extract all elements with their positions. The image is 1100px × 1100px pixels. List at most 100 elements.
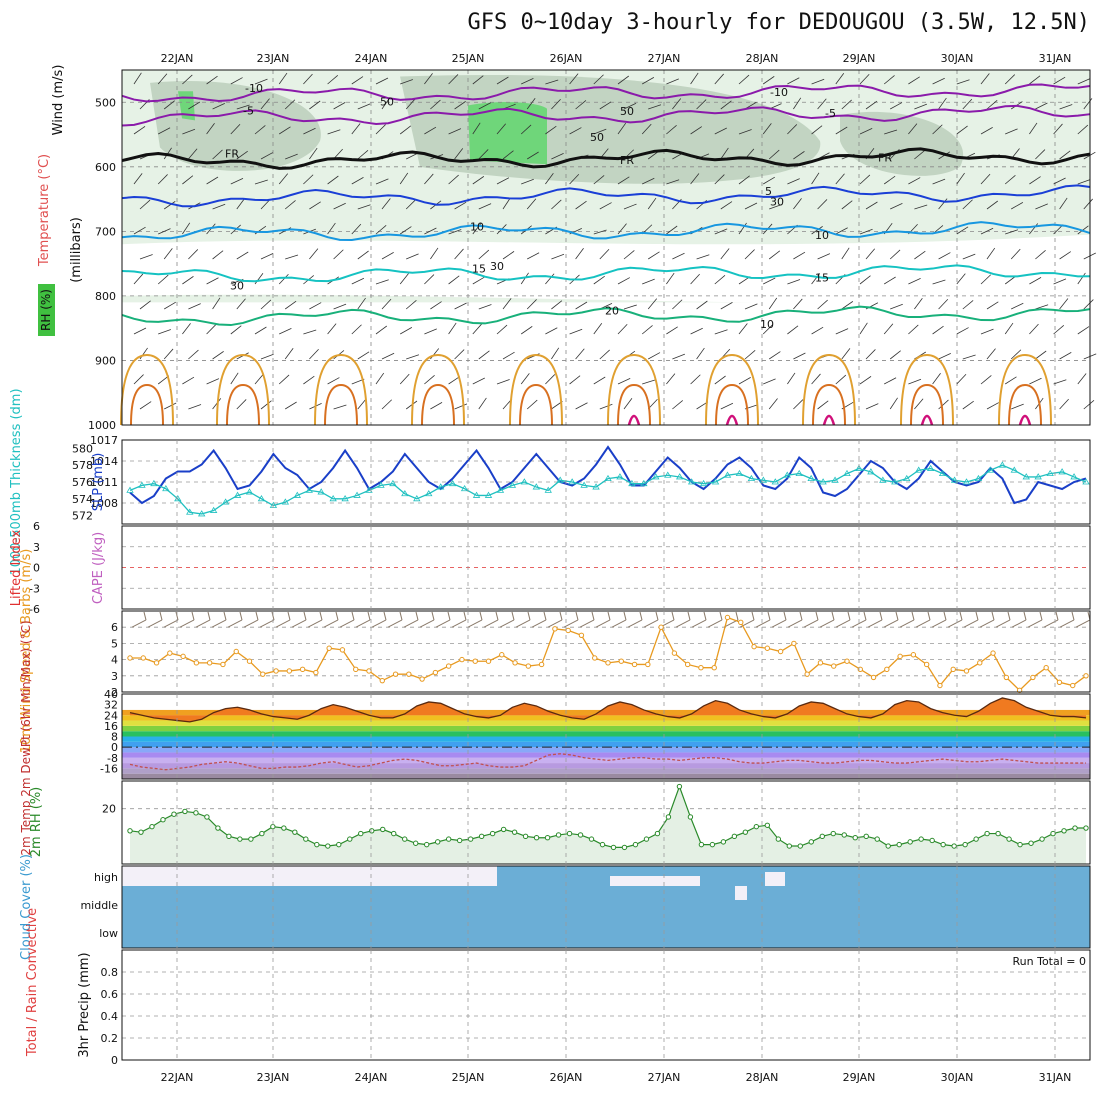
wind-barb <box>424 227 437 235</box>
wind-barb <box>211 619 227 628</box>
wind-barb <box>714 127 727 135</box>
wind-barb <box>243 619 259 628</box>
wind-barb <box>182 276 194 285</box>
wind-barb <box>690 327 703 335</box>
wind-barb <box>454 302 467 310</box>
cloud-clear-high <box>610 876 700 886</box>
thickness-marker <box>508 481 517 488</box>
wind-barb <box>714 375 726 385</box>
wind-barb <box>738 74 750 85</box>
wind-barb <box>327 175 339 185</box>
cape-ylabel-li: Lifted Index <box>9 529 24 606</box>
wind-speed-point <box>392 671 399 677</box>
wind-barb <box>835 619 851 628</box>
wind-barb <box>575 402 588 410</box>
wind-barb <box>399 125 412 135</box>
wind-barb <box>545 374 556 385</box>
cloud-clear-high <box>122 866 497 886</box>
wind-speed-point <box>831 663 837 669</box>
wind-barb <box>254 78 268 85</box>
wind-barb <box>236 197 246 210</box>
wind-barb <box>1059 619 1075 628</box>
wind-barb <box>254 373 265 385</box>
wind-barb <box>260 253 274 260</box>
wind-barb <box>623 250 635 260</box>
wind-barb <box>1059 197 1068 210</box>
temp-contour-label: FR <box>878 152 892 165</box>
cloud-level-label: low <box>99 927 118 940</box>
wind-barb <box>744 303 758 310</box>
thickness-marker <box>174 495 182 502</box>
y-tick-label: 6 <box>33 520 40 533</box>
wind-barb <box>1083 299 1094 310</box>
wind-barb <box>593 322 603 335</box>
wind-barb <box>551 153 564 160</box>
wind-barb <box>278 173 289 185</box>
wind-barb <box>496 379 510 385</box>
precip-ylabel-total: Total / Rain Convective <box>25 908 40 1057</box>
wind-barb <box>188 349 199 360</box>
wind-speed-point <box>299 666 306 673</box>
cloud-level-label: middle <box>80 899 118 912</box>
wind-barb <box>275 619 291 628</box>
wind-barb <box>1029 122 1038 135</box>
wind-barb <box>943 611 947 621</box>
temp-contour-label: -10 <box>245 82 263 95</box>
warm-contour <box>802 353 856 426</box>
rh-point <box>863 833 869 840</box>
y-tick-label-left: 578 <box>72 459 93 472</box>
warm-contour <box>1008 383 1042 426</box>
wind-barb <box>406 354 420 360</box>
wind-barb <box>908 76 920 85</box>
panel-frame <box>121 525 1091 610</box>
wind-barb <box>399 172 409 185</box>
rh-contour-label: 30 <box>770 196 784 209</box>
run-total-label: Run Total = 0 <box>1013 955 1087 968</box>
wind-barb <box>563 619 579 628</box>
wind-barb <box>575 200 587 210</box>
wind-barb <box>738 377 751 385</box>
thickness-marker <box>891 478 899 485</box>
y-tick-label: -3 <box>29 582 40 595</box>
wind-barb <box>551 199 562 210</box>
thickness-marker <box>843 469 851 476</box>
thickness-marker <box>783 471 791 478</box>
wind-barb <box>236 251 249 260</box>
wind-barb <box>714 73 724 85</box>
wind-barb <box>593 376 606 385</box>
wind-barb <box>1029 323 1039 335</box>
wind-barb <box>139 401 152 410</box>
wind-barb <box>1007 611 1011 621</box>
wind-barb <box>164 402 177 410</box>
x-tick-label-top: 24JAN <box>355 52 388 65</box>
dewpoint-line <box>129 753 1086 771</box>
wind-barb <box>259 619 275 628</box>
wind-barb <box>865 403 879 410</box>
wind-barb <box>641 123 652 135</box>
wind-barb <box>831 611 835 621</box>
wind-barb <box>962 400 974 410</box>
wind-barb <box>690 374 701 385</box>
wind-barb <box>381 252 394 260</box>
wind-barb <box>1005 128 1018 135</box>
wind-barb <box>371 619 387 628</box>
wind-speed-point <box>658 624 664 630</box>
rh-point <box>204 814 210 820</box>
wind-barb <box>986 99 998 110</box>
wind-barb <box>980 274 991 285</box>
thickness-marker <box>401 489 409 497</box>
wind-barb <box>206 324 217 335</box>
y-tick-label: 0 <box>33 562 40 575</box>
rh-point <box>918 836 924 842</box>
wind-barb <box>817 253 831 260</box>
rh-legend-swatch <box>38 284 55 336</box>
wind-barb <box>357 398 367 410</box>
wind-barb <box>947 619 963 628</box>
wind-barb <box>666 225 678 235</box>
wind-barb <box>430 348 440 360</box>
rh-point <box>896 841 902 848</box>
wind-barb <box>714 228 728 235</box>
wind-barb <box>927 611 931 621</box>
wind-barb <box>1077 124 1089 135</box>
wind-barb <box>986 348 996 360</box>
